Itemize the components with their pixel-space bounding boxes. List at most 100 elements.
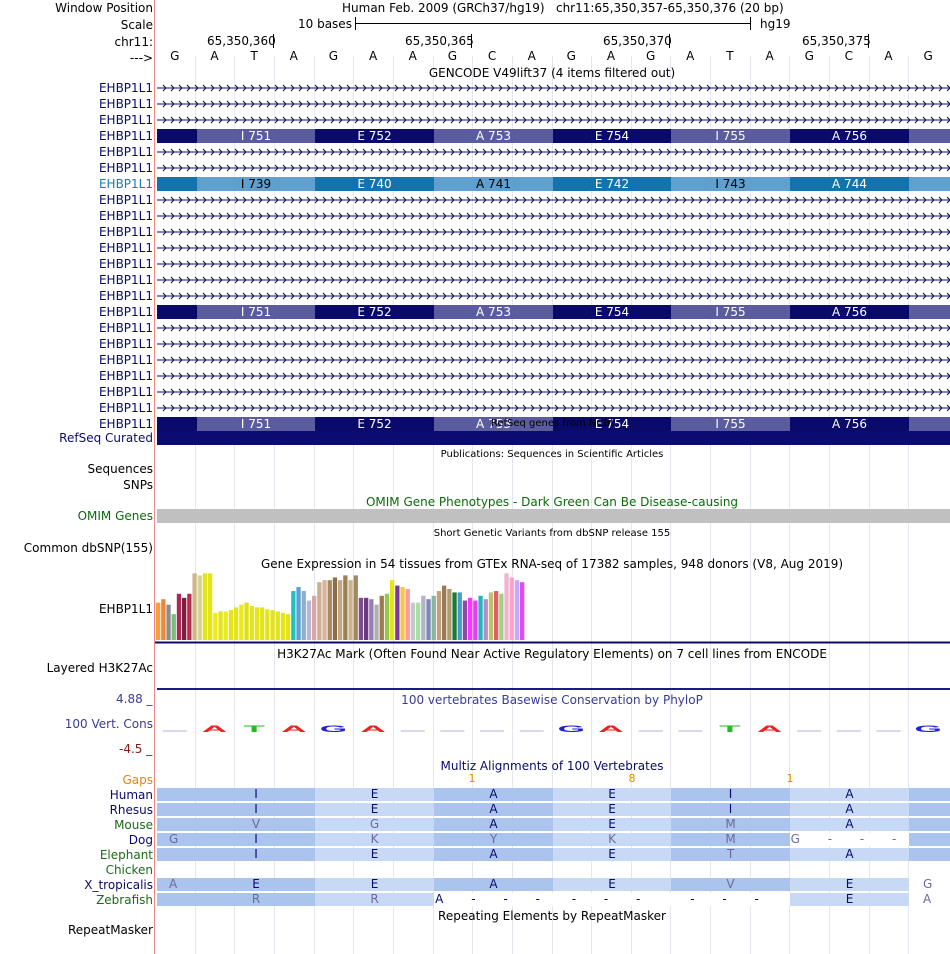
gtex-label[interactable]: EHBP1L1	[98, 602, 153, 616]
gtex-tissue-bar[interactable]	[384, 593, 390, 640]
gtex-tissue-bar[interactable]	[296, 586, 301, 640]
gtex-tissue-bar[interactable]	[208, 573, 213, 640]
gencode-row-label[interactable]: EHBP1L1	[98, 241, 153, 255]
gencode-row-label[interactable]: EHBP1L1	[98, 193, 153, 207]
gtex-tissue-bar[interactable]	[332, 577, 338, 640]
gtex-tissue-bar[interactable]	[202, 573, 208, 640]
gencode-row-label[interactable]: EHBP1L1	[98, 225, 153, 239]
gtex-tissue-bar[interactable]	[322, 580, 327, 640]
gtex-tissue-bar[interactable]	[176, 593, 182, 640]
gtex-tissue-bar[interactable]	[478, 595, 483, 640]
gtex-tissue-bar[interactable]	[374, 604, 379, 640]
gtex-tissue-bar[interactable]	[494, 591, 499, 640]
intron-line[interactable]	[157, 401, 950, 415]
omim-label[interactable]: OMIM Genes	[77, 509, 153, 523]
gtex-tissue-bar[interactable]	[431, 595, 436, 640]
gtex-tissue-bar[interactable]	[364, 597, 369, 640]
gtex-tissue-bar[interactable]	[504, 573, 509, 640]
gencode-row-label[interactable]: EHBP1L1	[98, 337, 153, 351]
gencode-row-label[interactable]: EHBP1L1	[98, 113, 153, 127]
gtex-tissue-bar[interactable]	[161, 599, 166, 640]
gtex-tissue-bar[interactable]	[166, 604, 171, 640]
species-label[interactable]: Dog	[128, 833, 153, 847]
gencode-row-label[interactable]: EHBP1L1	[98, 97, 153, 111]
intron-line[interactable]	[157, 193, 950, 207]
gtex-tissue-bar[interactable]	[343, 575, 348, 640]
gtex-tissue-bar[interactable]	[234, 607, 239, 640]
omim-feature[interactable]	[157, 509, 950, 523]
gencode-row-label[interactable]: EHBP1L1	[98, 81, 153, 95]
gtex-tissue-bar[interactable]	[390, 580, 395, 640]
gtex-tissue-bar[interactable]	[275, 611, 280, 640]
gencode-row-label[interactable]: EHBP1L1	[98, 353, 153, 367]
intron-line[interactable]	[157, 369, 950, 383]
gtex-tissue-bar[interactable]	[218, 611, 223, 640]
intron-line[interactable]	[157, 337, 950, 351]
intron-line[interactable]	[157, 161, 950, 175]
gtex-tissue-bar[interactable]	[312, 595, 317, 640]
h3k27ac-label[interactable]: Layered H3K27Ac	[46, 661, 153, 675]
gtex-tissue-bar[interactable]	[265, 609, 270, 640]
gtex-tissue-bar[interactable]	[514, 580, 520, 640]
species-label[interactable]: Elephant	[99, 848, 153, 862]
gtex-tissue-bar[interactable]	[488, 592, 494, 640]
intron-line[interactable]	[157, 273, 950, 287]
gencode-row-label[interactable]: EHBP1L1	[98, 257, 153, 271]
gencode-row-label[interactable]: EHBP1L1	[98, 177, 153, 191]
gtex-tissue-bar[interactable]	[260, 607, 265, 640]
repeatmasker-label[interactable]: RepeatMasker	[67, 923, 153, 937]
gtex-tissue-bar[interactable]	[156, 602, 161, 640]
gtex-tissue-bar[interactable]	[416, 602, 421, 640]
gencode-row-label[interactable]: EHBP1L1	[98, 401, 153, 415]
gtex-tissue-bar[interactable]	[410, 602, 416, 640]
sequences-label[interactable]: Sequences	[87, 462, 153, 476]
refseq-label[interactable]: RefSeq Curated	[59, 431, 153, 445]
gtex-tissue-bar[interactable]	[468, 597, 473, 640]
gtex-tissue-bar[interactable]	[280, 612, 286, 640]
exon-bar[interactable]: I 751 E 752 A 753 E 754 I 755 A 756	[157, 417, 950, 431]
gencode-row-label[interactable]: EHBP1L1	[98, 145, 153, 159]
gtex-tissue-bar[interactable]	[327, 580, 332, 640]
gtex-tissue-bar[interactable]	[405, 589, 410, 640]
exon-bar[interactable]: I 739 E 740 A 741 E 742 I 743 A 744	[157, 177, 950, 191]
phylop-label[interactable]: 100 Vert. Cons	[64, 717, 153, 731]
gtex-tissue-bar[interactable]	[473, 600, 478, 640]
gencode-row-label[interactable]: EHBP1L1	[98, 289, 153, 303]
gtex-tissue-bar[interactable]	[462, 600, 468, 640]
intron-line[interactable]	[157, 321, 950, 335]
gtex-tissue-bar[interactable]	[286, 614, 291, 640]
species-label[interactable]: Human	[109, 788, 153, 802]
gencode-row-label[interactable]: EHBP1L1	[98, 305, 153, 319]
snps-label[interactable]: SNPs	[123, 478, 153, 492]
intron-line[interactable]	[157, 385, 950, 399]
gtex-tissue-bar[interactable]	[509, 577, 514, 640]
gencode-row-label[interactable]: EHBP1L1	[98, 417, 153, 431]
gtex-tissue-bar[interactable]	[400, 586, 405, 640]
gtex-tissue-bar[interactable]	[249, 606, 254, 640]
gtex-tissue-bar[interactable]	[223, 611, 228, 640]
gtex-tissue-bar[interactable]	[499, 593, 504, 640]
gtex-tissue-bar[interactable]	[171, 614, 176, 640]
gtex-tissue-bar[interactable]	[187, 593, 192, 640]
gtex-tissue-bar[interactable]	[244, 602, 249, 640]
gencode-row-label[interactable]: EHBP1L1	[98, 129, 153, 143]
gtex-tissue-bar[interactable]	[254, 607, 260, 640]
intron-line[interactable]	[157, 81, 950, 95]
gtex-tissue-bar[interactable]	[426, 599, 431, 640]
gtex-tissue-bar[interactable]	[379, 595, 384, 640]
gtex-tissue-bar[interactable]	[338, 580, 343, 640]
intron-line[interactable]	[157, 353, 950, 367]
gtex-tissue-bar[interactable]	[353, 575, 358, 640]
gencode-row-label[interactable]: EHBP1L1	[98, 369, 153, 383]
species-label[interactable]: Zebrafish	[96, 893, 153, 907]
gencode-row-label[interactable]: EHBP1L1	[98, 385, 153, 399]
gencode-row-label[interactable]: EHBP1L1	[98, 273, 153, 287]
species-label[interactable]: X_tropicalis	[84, 878, 153, 892]
gencode-row-label[interactable]: EHBP1L1	[98, 321, 153, 335]
gtex-tissue-bar[interactable]	[228, 610, 234, 640]
